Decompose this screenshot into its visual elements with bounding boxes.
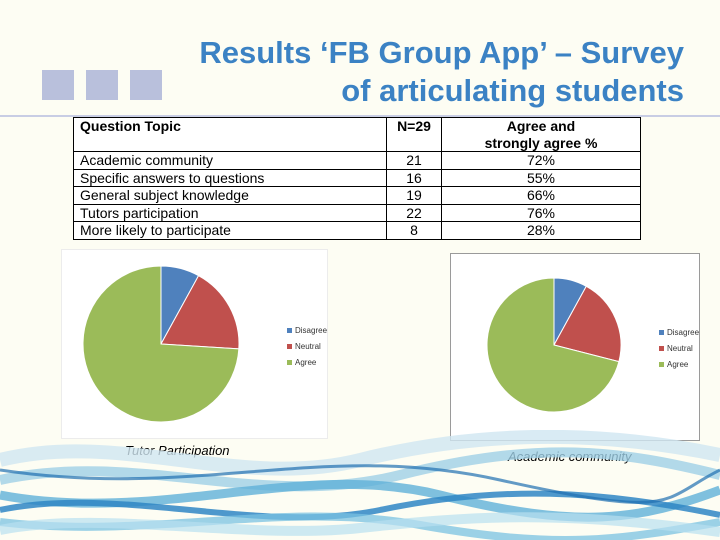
survey-results-table: Question Topic N=29 Agree and strongly ag… <box>73 117 641 240</box>
row-percent: 55% <box>441 168 641 187</box>
legend-label: Neutral <box>295 341 321 351</box>
header-n: N=29 <box>386 117 442 152</box>
legend-swatch <box>659 361 664 367</box>
legend-swatch <box>659 329 664 335</box>
legend-item: Agree <box>287 354 327 370</box>
legend-swatch <box>287 359 292 365</box>
legend-swatch <box>287 327 292 333</box>
row-topic: General subject knowledge <box>73 186 387 205</box>
slide-title-line-2: of articulating students <box>341 73 684 108</box>
row-count: 16 <box>386 168 442 187</box>
legend-item: Agree <box>659 356 699 372</box>
table-row: General subject knowledge 19 66% <box>73 186 641 205</box>
row-topic: Academic community <box>73 151 387 170</box>
pie-slice-neutral <box>553 285 622 363</box>
row-count: 21 <box>386 151 442 170</box>
pie-slice-agree <box>486 277 620 413</box>
row-topic: Specific answers to questions <box>73 168 387 187</box>
tutor-participation-chart: Disagree Neutral Agree <box>61 249 328 439</box>
table-header-row: Question Topic N=29 Agree and strongly ag… <box>73 117 641 152</box>
decorative-waves <box>0 430 720 540</box>
row-topic: Tutors participation <box>73 203 387 222</box>
legend-label: Agree <box>295 357 317 367</box>
row-percent: 66% <box>441 186 641 205</box>
row-percent: 72% <box>441 151 641 170</box>
legend-swatch <box>287 343 292 349</box>
pie-slice-neutral <box>160 274 240 350</box>
legend-item: Disagree <box>287 322 327 338</box>
row-count: 19 <box>386 186 442 205</box>
tutor-participation-legend: Disagree Neutral Agree <box>287 322 327 370</box>
slide-title-line-1: Results ‘FB Group App’ – Survey <box>199 35 684 70</box>
decorative-square <box>86 70 118 100</box>
slide-title: Results ‘FB Group App’ – Survey of artic… <box>124 34 684 110</box>
legend-label: Neutral <box>667 343 693 353</box>
row-count: 8 <box>386 221 442 240</box>
academic-community-chart: Disagree Neutral Agree <box>450 253 700 441</box>
tutor-participation-pie <box>82 265 240 423</box>
legend-label: Agree <box>667 359 689 369</box>
decorative-square <box>130 70 162 100</box>
legend-label: Disagree <box>667 327 700 337</box>
academic-community-pie <box>486 277 622 413</box>
table-row: Specific answers to questions 16 55% <box>73 168 641 187</box>
legend-item: Neutral <box>659 340 699 356</box>
legend-swatch <box>659 345 664 351</box>
row-count: 22 <box>386 203 442 222</box>
header-agree-percent-text: Agree and strongly agree % <box>484 118 598 151</box>
legend-label: Disagree <box>295 325 328 335</box>
pie-slice-agree <box>82 265 240 423</box>
row-percent: 76% <box>441 203 641 222</box>
table-row: Tutors participation 22 76% <box>73 203 641 222</box>
table-row: More likely to participate 8 28% <box>73 221 641 240</box>
legend-item: Neutral <box>287 338 327 354</box>
row-percent: 28% <box>441 221 641 240</box>
title-divider <box>0 115 720 117</box>
decorative-square <box>42 70 74 100</box>
header-agree-percent: Agree and strongly agree % <box>441 117 641 152</box>
header-question-topic: Question Topic <box>73 117 387 152</box>
legend-item: Disagree <box>659 324 699 340</box>
row-topic: More likely to participate <box>73 221 387 240</box>
academic-community-legend: Disagree Neutral Agree <box>659 324 699 372</box>
table-row: Academic community 21 72% <box>73 151 641 170</box>
